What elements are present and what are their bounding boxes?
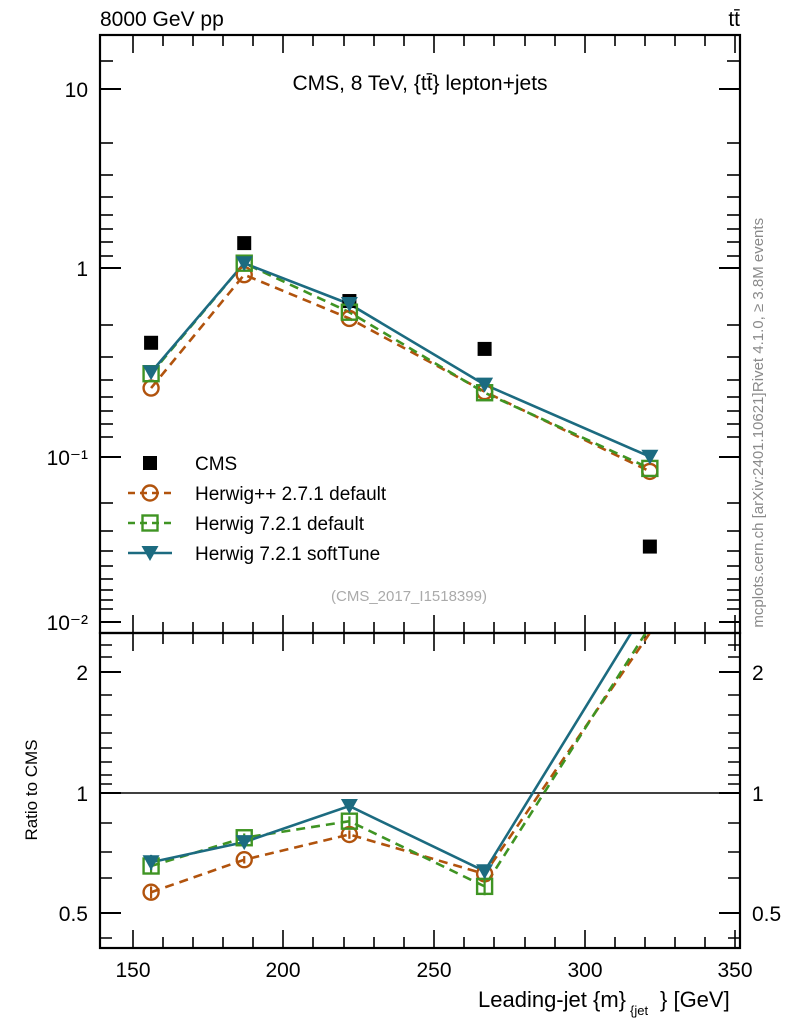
legend-label-2: Herwig 7.2.1 default (195, 514, 365, 535)
ratio-ytick-2-left: 2 (76, 662, 88, 685)
ratio-x-axis-ticks (132, 633, 736, 948)
ratio-ytick-2-right: 2 (752, 662, 764, 685)
xtick-300: 300 (567, 959, 602, 982)
data-point-0-3 (477, 341, 492, 356)
ratio-point-2-0 (142, 855, 160, 871)
ratio-panel: 2 1 0.5 2 1 0.5 Ratio to CMS (22, 631, 781, 950)
data-point-0-0 (144, 335, 159, 350)
ratio-point-0-2 (340, 825, 359, 844)
legend-marker-0 (143, 456, 157, 470)
series-line-3 (150, 261, 651, 458)
ratio-series-line-0 (150, 634, 651, 894)
x-axis-tick-labels: 150 200 250 300 350 (115, 959, 752, 982)
data-point-3-1 (235, 256, 253, 272)
series-line-2 (150, 261, 651, 470)
ratio-series-line-2 (150, 634, 633, 873)
ratio-ytick-1-right: 1 (752, 783, 764, 806)
ratio-panel-frame (98, 631, 742, 950)
legend-entry-3[interactable]: Herwig 7.2.1 softTune (128, 544, 380, 565)
x-axis-label: Leading-jet {m} {jet } [GeV] (478, 987, 730, 1018)
side-label-rivet: Rivet 4.1.0, ≥ 3.8M events (750, 218, 767, 392)
x-axis-label-sub: {jet (630, 1003, 648, 1018)
legend-label-0: CMS (195, 454, 237, 475)
x-axis-label-tail: } [GeV] (660, 987, 730, 1012)
ratio-point-0-1 (235, 851, 253, 869)
main-ytick-1: 1 (76, 258, 88, 281)
legend-entry-1[interactable]: Herwig++ 2.7.1 default (128, 484, 387, 505)
ratio-y-axis-minor-ticks (100, 644, 740, 939)
series-line-1 (150, 273, 651, 473)
main-y-axis-ticks (100, 88, 740, 623)
ratio-point-2-3 (476, 864, 494, 880)
legend-marker-3 (141, 546, 159, 561)
main-panel: 10 1 10⁻¹ 10⁻² CMS, 8 TeV, {tt̄} lepton+… (47, 33, 742, 635)
data-point-3-3 (476, 377, 494, 393)
ratio-point-2-1 (235, 835, 253, 851)
main-ytick-1e-2: 10⁻² (47, 612, 88, 635)
legend-label-1: Herwig++ 2.7.1 default (195, 484, 387, 505)
legend-label-3: Herwig 7.2.1 softTune (195, 544, 380, 565)
ratio-ytick-05-right: 0.5 (752, 903, 781, 926)
plot-title: CMS, 8 TeV, {tt̄} lepton+jets (292, 72, 547, 95)
ratio-y-axis-label: Ratio to CMS (22, 739, 41, 840)
data-point-0-1 (237, 236, 252, 251)
main-data-layer (142, 236, 659, 554)
main-ytick-10: 10 (65, 79, 88, 102)
ratio-point-2-2 (340, 799, 358, 815)
data-point-3-4 (641, 449, 659, 465)
legend: CMS Herwig++ 2.7.1 default Herwig 7.2.1 de… (128, 454, 387, 565)
data-point-3-2 (340, 296, 358, 312)
xtick-200: 200 (265, 959, 300, 982)
ratio-y-axis-ticks (100, 671, 740, 914)
xtick-350: 350 (717, 959, 752, 982)
ratio-point-0-0 (142, 883, 160, 901)
legend-entry-0[interactable]: CMS (143, 454, 237, 475)
main-ytick-1e-1: 10⁻¹ (47, 447, 88, 470)
legend-marker-1 (141, 484, 159, 502)
side-label-mcplots: mcplots.cern.ch [arXiv:2401.10621] (750, 392, 767, 627)
main-x-axis-ticks (132, 35, 736, 633)
main-y-axis-minor-ticks (100, 60, 740, 610)
x-axis-label-main: Leading-jet {m} (478, 987, 626, 1012)
analysis-watermark: (CMS_2017_I1518399) (331, 588, 487, 605)
xtick-250: 250 (416, 959, 451, 982)
legend-entry-2[interactable]: Herwig 7.2.1 default (128, 514, 365, 535)
header-left-label: 8000 GeV pp (100, 8, 224, 31)
header-right-label: tt̄ (728, 8, 740, 31)
ratio-ytick-1-left: 1 (76, 783, 88, 806)
ratio-data-layer (142, 634, 651, 901)
legend-marker-2 (141, 514, 159, 532)
ratio-ytick-05-left: 0.5 (59, 903, 88, 926)
data-point-0-4 (642, 539, 657, 554)
data-point-3-0 (142, 365, 160, 381)
xtick-150: 150 (115, 959, 150, 982)
